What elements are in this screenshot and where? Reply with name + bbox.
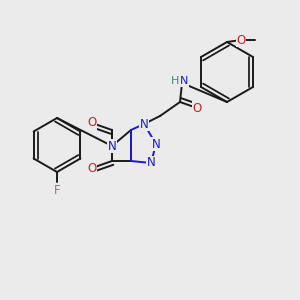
Text: O: O bbox=[192, 101, 202, 115]
Text: H: H bbox=[171, 76, 179, 86]
Text: O: O bbox=[236, 34, 246, 46]
Text: N: N bbox=[140, 118, 148, 130]
Text: N: N bbox=[152, 137, 160, 151]
Text: F: F bbox=[54, 184, 60, 196]
Text: N: N bbox=[108, 140, 116, 152]
Text: N: N bbox=[180, 76, 188, 86]
Text: N: N bbox=[147, 157, 155, 169]
Text: O: O bbox=[87, 161, 97, 175]
Text: O: O bbox=[87, 116, 97, 130]
